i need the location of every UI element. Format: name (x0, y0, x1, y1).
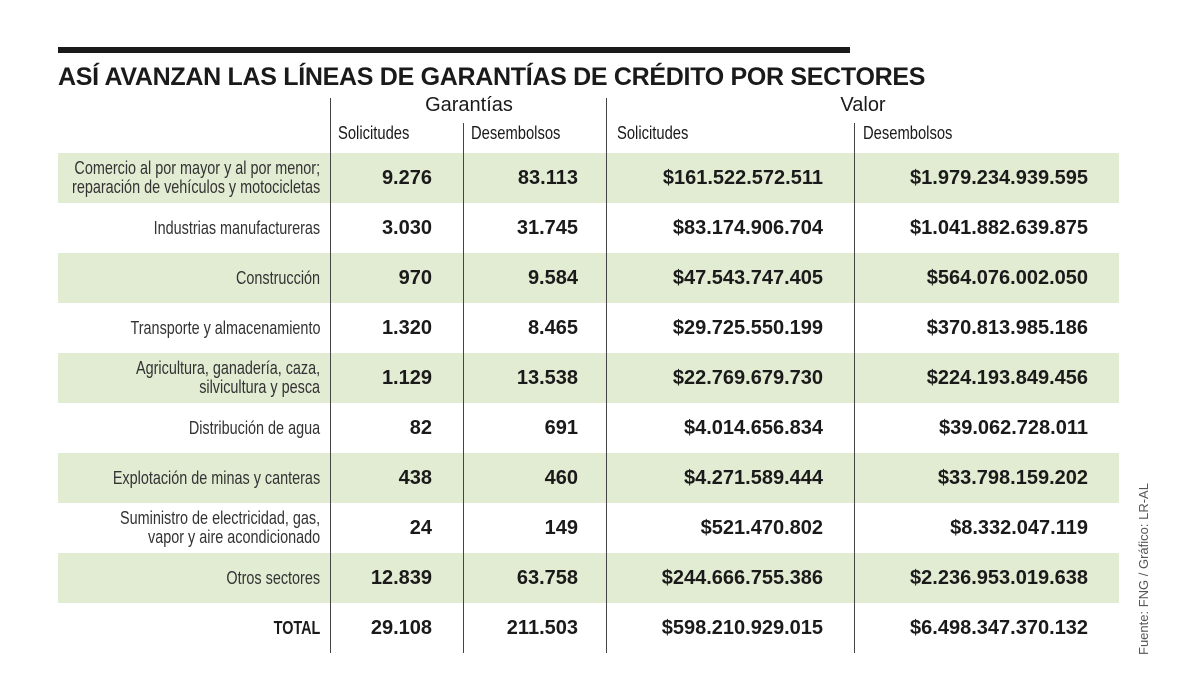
source-note: Fuente: FNG / Gráfico: LR-AL (1136, 483, 1151, 655)
table-row: Otros sectores 12.839 63.758 $244.666.755.3… (58, 553, 1119, 603)
cell-garantias-solicitudes: 12.839 (370, 567, 432, 589)
cell-valor-solicitudes: $244.666.755.386 (661, 567, 823, 589)
table-row: Distribución de agua 82 691 $4.014.656.834 $… (58, 403, 1119, 453)
cell-valor-desembolsos: $370.813.985.186 (926, 317, 1088, 339)
cell-garantias-desembolsos: 460 (544, 467, 578, 489)
cell-valor-solicitudes: $29.725.550.199 (672, 317, 823, 339)
cell-valor-desembolsos: $224.193.849.456 (926, 367, 1088, 389)
table-row: Comercio al por mayor y al por menor; rep… (58, 153, 1119, 203)
sector-label-line: Explotación de minas y canteras (112, 467, 320, 488)
group-header-garantias: Garantías (425, 94, 513, 116)
cell-garantias-solicitudes: 9.276 (381, 167, 432, 189)
chart-title: ASÍ AVANZAN LAS LÍNEAS DE GARANTÍAS DE C… (58, 63, 926, 91)
divider-group (606, 98, 607, 653)
cell-garantias-solicitudes: 1.129 (381, 367, 432, 389)
group-header-valor: Valor (840, 94, 886, 116)
cell-valor-solicitudes: $521.470.802 (700, 517, 823, 539)
cell-garantias-solicitudes: 1.320 (381, 317, 432, 339)
col-header-valor-desembolsos: Desembolsos (863, 123, 953, 143)
cell-garantias-desembolsos: 13.538 (516, 367, 578, 389)
cell-garantias-solicitudes: 29.108 (370, 617, 432, 639)
col-header-garantias-desembolsos: Desembolsos (471, 123, 561, 143)
cell-valor-desembolsos: $6.498.347.370.132 (910, 617, 1088, 639)
cell-garantias-desembolsos: 83.113 (517, 167, 578, 189)
cell-valor-desembolsos: $564.076.002.050 (926, 267, 1088, 289)
col-header-valor-solicitudes: Solicitudes (617, 123, 689, 143)
table-row: Agricultura, ganadería, caza, silvicultur… (58, 353, 1119, 403)
sector-label: TOTAL (262, 603, 320, 653)
sector-label: Otros sectores (203, 553, 320, 603)
cell-valor-solicitudes: $22.769.679.730 (672, 367, 823, 389)
table-row: Construcción 970 9.584 $47.543.747.405 $564.… (58, 253, 1119, 303)
sector-label-line: vapor y aire acondicionado (147, 527, 320, 547)
sector-label-line: reparación de vehículos y motocicletas (71, 177, 320, 197)
sector-label-line: Otros sectores (226, 567, 320, 588)
sector-label-line: Comercio al por mayor y al por menor; (74, 158, 320, 178)
cell-garantias-solicitudes: 970 (398, 267, 432, 289)
cell-garantias-desembolsos: 9.584 (527, 267, 578, 289)
sector-label-line: TOTAL (273, 617, 320, 638)
cell-garantias-desembolsos: 63.758 (516, 567, 578, 589)
table-row: Transporte y almacenamiento 1.320 8.465 $29… (58, 303, 1119, 353)
cell-garantias-desembolsos: 31.745 (516, 217, 578, 239)
sector-label-line: Distribución de agua (188, 417, 320, 438)
cell-garantias-solicitudes: 3.030 (381, 217, 432, 239)
cell-valor-desembolsos: $33.798.159.202 (937, 467, 1088, 489)
cell-garantias-solicitudes: 438 (398, 467, 432, 489)
cell-valor-solicitudes: $47.543.747.405 (672, 267, 823, 289)
sector-label: Explotación de minas y canteras (61, 453, 320, 503)
cell-valor-desembolsos: $2.236.953.019.638 (910, 567, 1088, 589)
cell-valor-desembolsos: $1.979.234.939.595 (910, 167, 1088, 189)
cell-valor-solicitudes: $598.210.929.015 (661, 617, 823, 639)
cell-valor-desembolsos: $1.041.882.639.875 (910, 217, 1088, 239)
cell-garantias-desembolsos: 149 (544, 517, 578, 539)
divider-valor-mid (854, 123, 855, 653)
sector-label: Distribución de agua (156, 403, 320, 453)
cell-valor-desembolsos: $39.062.728.011 (938, 417, 1088, 439)
cell-valor-solicitudes: $4.014.656.834 (683, 417, 823, 439)
table-row: Suministro de electricidad, gas, vapor y … (58, 503, 1119, 553)
cell-garantias-solicitudes: 24 (409, 517, 432, 539)
table-row: Explotación de minas y canteras 438 460 $4.… (58, 453, 1119, 503)
sector-label-line: silvicultura y pesca (199, 377, 320, 397)
sector-label-line: Agricultura, ganadería, caza, (135, 358, 320, 378)
cell-valor-solicitudes: $4.271.589.444 (683, 467, 823, 489)
total-row: TOTAL 29.108 211.503 $598.210.929.015 $6.498… (58, 603, 1119, 653)
sector-label: Construcción (215, 253, 320, 303)
sector-label: Comercio al por mayor y al por menor; rep… (10, 153, 320, 203)
title-rule (58, 47, 850, 53)
cell-valor-solicitudes: $83.174.906.704 (672, 217, 823, 239)
sector-label: Industrias manufactureras (112, 203, 320, 253)
cell-garantias-desembolsos: 211.503 (506, 617, 578, 639)
sector-label-line: Industrias manufactureras (153, 217, 320, 238)
cell-garantias-desembolsos: 8.465 (527, 317, 578, 339)
divider-label (330, 98, 331, 653)
sector-label: Transporte y almacenamiento (83, 303, 320, 353)
divider-garantias-mid (463, 123, 464, 653)
cell-garantias-solicitudes: 82 (409, 417, 432, 439)
sector-label-line: Construcción (235, 267, 320, 288)
cell-valor-solicitudes: $161.522.572.511 (662, 167, 823, 189)
cell-garantias-desembolsos: 691 (544, 417, 578, 439)
table-row: Industrias manufactureras 3.030 31.745 $83.… (58, 203, 1119, 253)
sector-label-line: Transporte y almacenamiento (130, 317, 320, 338)
sector-label: Agricultura, ganadería, caza, silvicultur… (90, 353, 320, 403)
sector-label-line: Suministro de electricidad, gas, (119, 508, 320, 528)
sector-label: Suministro de electricidad, gas, vapor y … (70, 503, 320, 553)
col-header-garantias-solicitudes: Solicitudes (338, 123, 410, 143)
cell-valor-desembolsos: $8.332.047.119 (950, 517, 1088, 539)
